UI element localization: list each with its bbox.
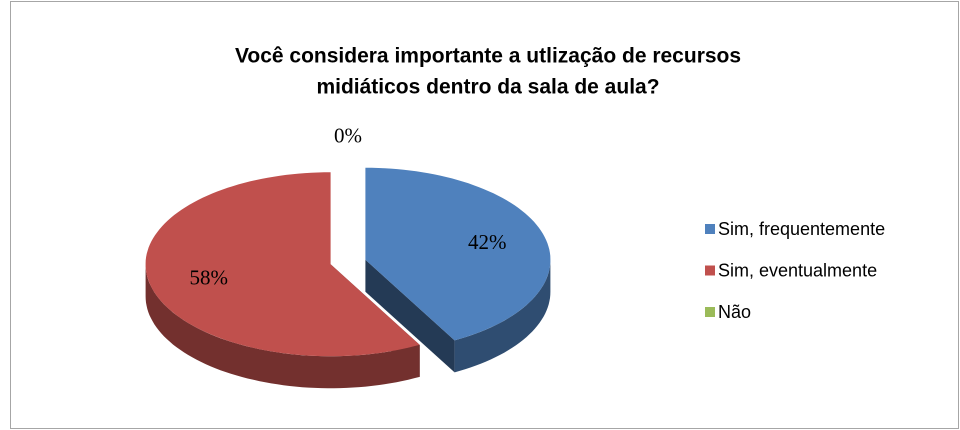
slice-wall <box>145 264 420 389</box>
chart-title: midiáticos dentro da sala de aula? <box>316 76 659 99</box>
chart-title: Você considera importante a utlização de… <box>235 45 741 68</box>
legend-label: Sim, eventualmente <box>718 260 877 280</box>
data-label: 0% <box>334 124 362 148</box>
legend-label: Sim, frequentemente <box>718 219 885 239</box>
legend-label: Não <box>718 302 751 322</box>
slice <box>365 167 551 341</box>
data-label: 58% <box>189 266 228 290</box>
slice-wall <box>454 259 551 373</box>
legend-swatch <box>705 307 715 317</box>
legend-swatch <box>705 224 715 234</box>
slice-side <box>365 259 455 373</box>
legend-swatch <box>705 265 715 276</box>
data-label: 42% <box>468 230 507 254</box>
slice <box>145 172 420 357</box>
